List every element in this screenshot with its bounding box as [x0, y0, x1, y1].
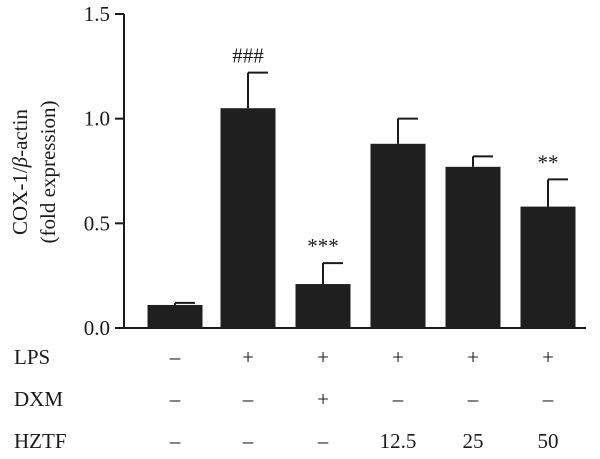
condition-hztf-value-0: – [169, 429, 181, 453]
condition-label-dxm: DXM [14, 387, 63, 411]
condition-lps-value-4: + [467, 345, 479, 369]
condition-lps-value-5: + [542, 345, 554, 369]
significance-label-5: ** [538, 150, 559, 174]
condition-dxm-value-0: – [169, 387, 181, 411]
condition-dxm-value-2: + [317, 387, 329, 411]
condition-lps-value-3: + [392, 345, 404, 369]
condition-dxm-value-5: – [542, 387, 554, 411]
condition-hztf-value-5: 50 [538, 429, 559, 453]
y-tick-label-2: 1.0 [84, 107, 110, 131]
condition-lps-value-2: + [317, 345, 329, 369]
condition-dxm-value-4: – [467, 387, 479, 411]
bar-0 [147, 304, 203, 328]
condition-hztf-value-4: 25 [463, 429, 484, 453]
bar-4 [445, 166, 501, 328]
condition-hztf-value-1: – [242, 429, 254, 453]
bar-5 [520, 206, 576, 328]
condition-dxm-value-1: – [242, 387, 254, 411]
y-axis-title-line2: (fold expression) [36, 101, 60, 244]
bars: ###***** [147, 44, 576, 328]
significance-label-1: ### [232, 44, 264, 68]
condition-label-hztf: HZTF [14, 429, 67, 453]
condition-lps-value-1: + [242, 345, 254, 369]
condition-lps-value-0: – [169, 345, 181, 369]
condition-label-lps: LPS [14, 345, 50, 369]
y-axis-title-line1: COX-1/β-actin [8, 109, 32, 235]
y-tick-label-1: 0.5 [84, 211, 110, 235]
y-axis-title: COX-1/β-actin (fold expression) [8, 101, 60, 244]
y-tick-label-3: 1.5 [84, 2, 110, 26]
significance-label-2: *** [307, 234, 339, 258]
y-tick-label-0: 0.0 [84, 316, 110, 340]
condition-dxm-value-3: – [392, 387, 404, 411]
condition-hztf-value-3: 12.5 [380, 429, 417, 453]
bar-3 [370, 143, 426, 328]
bar-2 [295, 284, 351, 328]
condition-table: LPS – + + + + + DXM – – + – – – HZTF – – – 12.5 25 50 [14, 345, 559, 453]
bar-1 [220, 108, 276, 328]
condition-hztf-value-2: – [317, 429, 329, 453]
